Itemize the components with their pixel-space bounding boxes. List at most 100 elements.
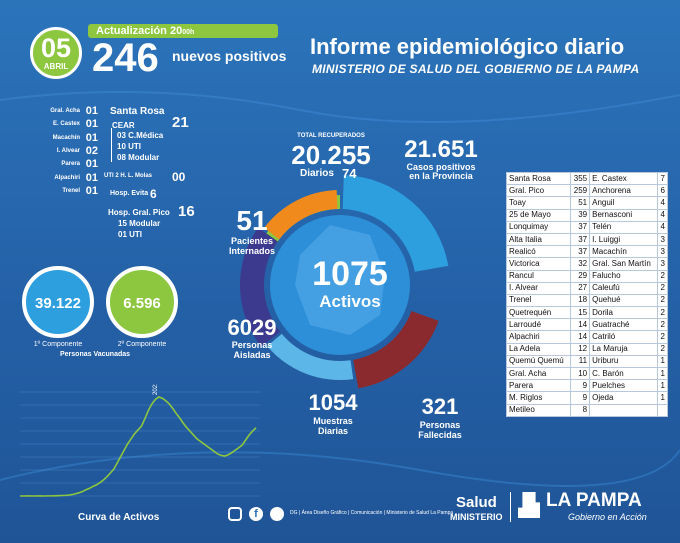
table-cell-locality: Lonquimay [506, 220, 571, 234]
locality-value: 01 [85, 131, 98, 144]
segment-fallecidos [353, 310, 439, 389]
segment-muestras [267, 333, 354, 380]
table-cell-locality: Caleufú [589, 281, 658, 295]
table-cell-locality: Gral. Acha [506, 366, 571, 381]
table-cell-count: 7 [656, 171, 669, 186]
table-row: Parera 9 Puelches 1 [506, 379, 669, 393]
locality-value: 01 [85, 118, 98, 131]
table-cell-locality: Ojeda [589, 391, 658, 405]
chart-series-line [20, 396, 257, 497]
segment-casos [342, 175, 449, 272]
table-cell-count: 14 [569, 330, 591, 344]
casos-label-1: Casos positivos [406, 162, 476, 172]
activos-label: Activos [319, 292, 381, 311]
vaccine-caption: Personas Vacunadas [60, 351, 131, 358]
table-cell-locality: Catriló [589, 330, 658, 344]
vaccine-first-value: 39.122 [35, 295, 81, 312]
table-cell-count: 2 [656, 342, 669, 356]
locality-name: Trenel [62, 187, 80, 194]
table-cell-count: 27 [569, 281, 591, 295]
table-cell-locality: Bernasconi [589, 208, 658, 222]
table-cell-count: 32 [569, 257, 591, 271]
table-cell-locality: Santa Rosa [506, 171, 571, 186]
cear-c-medica: 03 C.Médica [117, 131, 164, 140]
muestras-value: 1054 [308, 390, 358, 415]
update-label: Actualización 20 [96, 25, 183, 37]
table-row: Lonquimay 37 Telén 4 [506, 220, 669, 234]
table-cell-count: 9 [569, 391, 591, 405]
table-cell-count: 6 [656, 184, 669, 198]
internados-value: 51 [236, 205, 268, 236]
muestras-label-1: Muestras [313, 416, 353, 426]
table-cell-count: 37 [569, 245, 591, 259]
table-cell-count: 2 [656, 306, 669, 320]
date-month: ABRIL [43, 62, 69, 71]
footer-credits: DG | Área Diseño Gráfico | Comunicación … [290, 510, 454, 516]
table-cell-count: 1 [656, 354, 669, 369]
twitter-icon[interactable] [270, 507, 284, 521]
table-row: M. Riglos 9 Ojeda 1 [506, 391, 669, 405]
table-cell-locality: Gral. Pico [506, 184, 571, 198]
activos-value: 1075 [312, 255, 388, 293]
table-cell-locality: Toay [506, 196, 571, 210]
locality-value: 01 [85, 184, 98, 197]
locality-name: Alpachiri [54, 174, 80, 181]
cear-modular: 08 Modular [117, 153, 160, 162]
chart-title: Curva de Activos [78, 512, 160, 523]
update-suffix: 00h [182, 29, 195, 36]
table-row: Quetrequén 15 Dorila 2 [506, 306, 669, 320]
province-map-icon [295, 225, 385, 335]
table-cell-locality: Quehué [589, 293, 658, 308]
santa-rosa-label: Santa Rosa [110, 106, 165, 117]
table-cell-locality: Gral. San Martín [589, 257, 658, 271]
date-day: 05 [40, 33, 72, 63]
table-cell-count: 3 [656, 245, 669, 259]
locality-name: E. Castex [52, 121, 80, 128]
casos-label-2: en la Provincia [409, 171, 473, 181]
cear-total: 21 [172, 114, 189, 131]
table-cell-locality: Quetrequén [506, 306, 571, 320]
table-cell-count: 15 [569, 306, 591, 320]
locality-item: Trenel 01 [28, 184, 98, 198]
pico-value: 16 [178, 203, 195, 220]
internados-label-1: Pacientes [230, 236, 274, 246]
table-cell-locality: I. Luiggi [589, 232, 658, 247]
aisladas-label-1: Personas [231, 340, 273, 350]
locality-value: 02 [85, 144, 98, 157]
locality-name: I. Alvear [56, 147, 80, 154]
facebook-icon[interactable]: f [249, 507, 263, 521]
table-cell-count: 2 [656, 318, 669, 332]
table-row: Quemú Quemú 11 Uriburu 1 [506, 354, 669, 369]
table-cell-locality: Victorica [506, 257, 571, 271]
table-row: Gral. Pico 259 Anchorena 6 [506, 184, 669, 198]
table-row: Alpachiri 14 Catriló 2 [506, 330, 669, 344]
table-row: Santa Rosa 355 E. Castex 7 [506, 171, 669, 186]
la-pampa-logo-icon [518, 492, 540, 518]
table-cell-locality: Larroudé [506, 318, 571, 332]
table-row: I. Alvear 27 Caleufú 2 [506, 281, 669, 295]
table-cell-locality: Alpachiri [506, 330, 571, 344]
table-cell-count: 1 [656, 379, 669, 393]
table-row: La Adela 12 La Maruja 2 [506, 342, 669, 356]
table-cell-count: 37 [569, 220, 591, 234]
cear-bracket [111, 128, 114, 162]
table-cell-locality: Anguil [589, 196, 658, 210]
table-cell-locality: Realicó [506, 245, 571, 259]
table-cell-locality: C. Barón [589, 366, 658, 381]
instagram-icon[interactable] [228, 507, 242, 521]
molas-value: 00 [172, 170, 186, 184]
evita-label: Hosp. Evita [110, 190, 149, 197]
segment-aisladas [240, 227, 281, 347]
table-cell-locality: Trenel [506, 293, 571, 308]
table-cell-count: 37 [569, 232, 591, 247]
table-cell-locality: Anchorena [589, 184, 658, 198]
table-row: Toay 51 Anguil 4 [506, 196, 669, 210]
table-cell-locality: Guatraché [589, 318, 658, 332]
recuperados-label: TOTAL RECUPERADOS [297, 133, 365, 139]
vaccine-first-label: 1º Componente [33, 341, 83, 348]
table-cell-locality: Puelches [589, 379, 658, 393]
table-cell-locality: E. Castex [589, 171, 658, 186]
table-cell-count: 14 [569, 318, 591, 332]
vaccine-second-circle: 6.596 [106, 266, 178, 338]
table-cell-locality [589, 403, 658, 417]
